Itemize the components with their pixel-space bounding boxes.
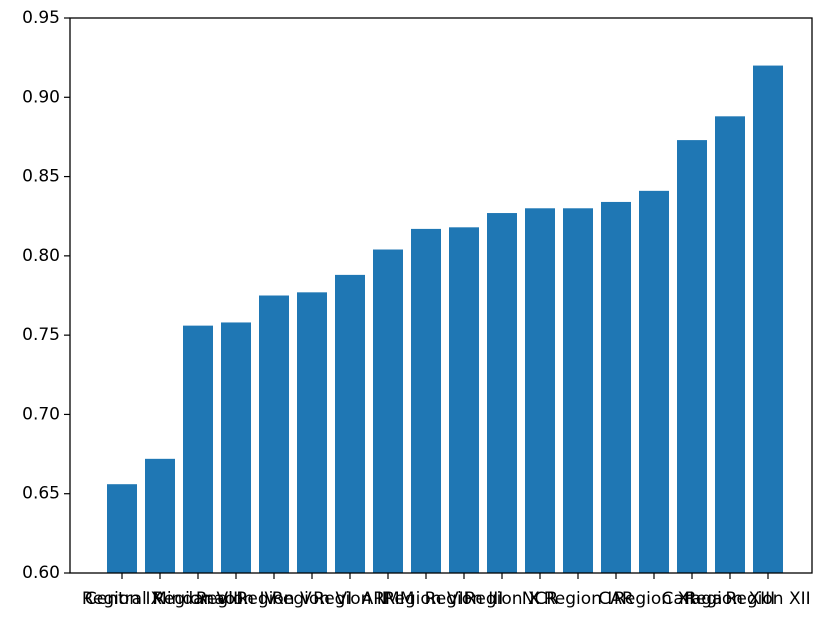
x-tick-label: Region XII bbox=[725, 589, 810, 609]
bar bbox=[411, 228, 441, 573]
bar bbox=[183, 325, 213, 573]
bar bbox=[221, 322, 251, 573]
x-tick-label: CAR bbox=[598, 589, 633, 609]
x-tick-label: Region III bbox=[425, 589, 504, 609]
bar bbox=[601, 201, 631, 573]
bar bbox=[335, 274, 365, 573]
x-tick-label: Region I bbox=[544, 589, 613, 609]
x-tick-label: Region X bbox=[464, 589, 540, 609]
x-tick-label: Region II bbox=[313, 589, 387, 609]
x-tick-label: Region XIII bbox=[685, 589, 775, 609]
y-tick-label: 0.90 bbox=[22, 87, 60, 107]
bar bbox=[677, 140, 707, 573]
bar bbox=[639, 190, 669, 574]
x-tick-label: Central Mindanao bbox=[85, 589, 235, 609]
bar bbox=[449, 227, 479, 574]
y-tick-label: 0.65 bbox=[22, 484, 60, 504]
x-tick-label: Region VII bbox=[383, 589, 468, 609]
y-tick-label: 0.60 bbox=[22, 563, 60, 583]
x-tick-label: Caraga bbox=[662, 589, 723, 609]
bar bbox=[563, 208, 593, 574]
bar bbox=[753, 65, 783, 574]
y-tick-label: 0.75 bbox=[22, 325, 60, 345]
y-tick-label: 0.85 bbox=[22, 167, 60, 187]
bar bbox=[487, 213, 517, 574]
x-tick-label: Region VIII bbox=[153, 589, 243, 609]
bar bbox=[373, 249, 403, 573]
x-tick-label: Region VI bbox=[272, 589, 352, 609]
x-tick-label: Region V bbox=[236, 589, 312, 609]
bar bbox=[259, 295, 289, 573]
x-tick-label: Region IX bbox=[82, 589, 163, 609]
x-tick-label: Region XI bbox=[614, 589, 694, 609]
bar bbox=[107, 484, 137, 573]
x-tick-label: Region IV bbox=[196, 589, 277, 609]
y-tick-label: 0.70 bbox=[22, 404, 60, 424]
bar bbox=[715, 116, 745, 574]
bar bbox=[297, 292, 327, 573]
y-tick-label: 0.80 bbox=[22, 246, 60, 266]
plot-frame bbox=[69, 17, 813, 574]
x-tick-label: ARMM bbox=[362, 589, 415, 609]
bar bbox=[525, 208, 555, 574]
y-tick-label: 0.95 bbox=[22, 8, 60, 28]
bar bbox=[145, 458, 175, 573]
x-tick-label: NCR bbox=[522, 589, 559, 609]
